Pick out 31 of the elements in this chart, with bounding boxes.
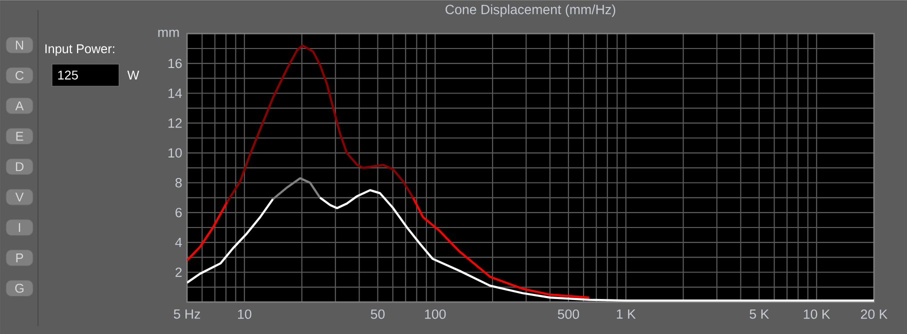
x-tick-label: 5 K bbox=[750, 309, 770, 319]
x-tick-label: 20 K bbox=[860, 309, 888, 319]
text: E bbox=[16, 132, 24, 141]
y-tick-label: 8 bbox=[175, 178, 182, 188]
text: 125 bbox=[58, 70, 78, 80]
y-axis-title: mm bbox=[158, 30, 179, 37]
y-tick-label: 2 bbox=[176, 268, 182, 277]
y-tick-label: 6 bbox=[176, 208, 182, 218]
x-tick-label: 10 K bbox=[804, 309, 830, 319]
x-tick-label: 100 bbox=[425, 309, 446, 319]
text: I bbox=[18, 223, 20, 232]
x-tick-label: 500 bbox=[558, 309, 580, 319]
x-tick-label: 1 K bbox=[616, 309, 636, 319]
x-tick-label: 5 Hz bbox=[174, 309, 200, 319]
y-tick-label: 16 bbox=[168, 58, 182, 68]
text: G bbox=[15, 284, 24, 293]
y-tick-label: 12 bbox=[168, 118, 182, 128]
text: V bbox=[15, 192, 24, 202]
text: D bbox=[16, 162, 24, 172]
text: C bbox=[16, 70, 24, 80]
text: Input Power: bbox=[45, 44, 114, 56]
x-tick-label: 50 bbox=[370, 309, 385, 319]
text: N bbox=[16, 40, 24, 50]
text: A bbox=[15, 101, 24, 110]
text: P bbox=[16, 253, 24, 262]
y-tick-label: 10 bbox=[168, 148, 182, 158]
x-tick-label: 10 bbox=[238, 309, 252, 319]
text: W bbox=[127, 70, 140, 80]
y-tick-label: 14 bbox=[168, 88, 182, 98]
chart-title: Cone Displacement (mm/Hz) bbox=[446, 4, 616, 17]
y-tick-label: 4 bbox=[175, 238, 182, 247]
